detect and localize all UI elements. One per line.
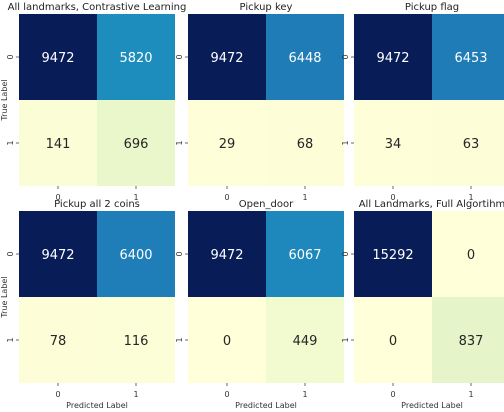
cell-value-label: 116 xyxy=(124,334,149,349)
heatmap-cell xyxy=(266,14,344,100)
x-tick-label: 1 xyxy=(302,193,307,202)
y-tick-label: 1 xyxy=(6,337,15,342)
cell-value-label: 29 xyxy=(219,137,236,152)
y-tick-label: 0 xyxy=(6,251,15,256)
heatmap-panel-1: All landmarks, Contrastive Learning 9472 5… xyxy=(0,2,186,202)
heatmap-cell xyxy=(354,211,432,297)
heatmap-cell xyxy=(97,14,175,100)
heatmap-cell xyxy=(432,14,504,100)
cell-value-label: 63 xyxy=(463,137,480,152)
cell-value-label: 68 xyxy=(297,137,314,152)
x-axis-label: Predicted Label xyxy=(66,401,128,410)
heatmap-cell xyxy=(188,211,266,297)
heatmap-cell xyxy=(188,297,266,383)
heatmap-cell xyxy=(188,100,266,186)
heatmap-cell xyxy=(19,100,97,186)
x-axis-label: Predicted Label xyxy=(401,401,463,410)
panel-title: Open_door xyxy=(239,199,294,210)
panel-title: Pickup all 2 coins xyxy=(54,199,140,210)
cell-value-label: 9472 xyxy=(376,51,409,66)
heatmap-panel-4: Pickup all 2 coins 9472 6400 78 116 0 1 0 1 True … xyxy=(0,199,175,410)
heatmap-cell xyxy=(266,297,344,383)
x-tick-label: 0 xyxy=(224,193,229,202)
y-tick-label: 0 xyxy=(341,251,350,256)
heatmap-cell xyxy=(354,297,432,383)
heatmap-cell xyxy=(266,211,344,297)
heatmap-cell xyxy=(97,297,175,383)
heatmap-panel-6: All Landmarks, Full Algortihm 15292 0 0 837 0… xyxy=(341,199,504,410)
panel-title: All Landmarks, Full Algortihm xyxy=(359,199,504,210)
cell-value-label: 78 xyxy=(50,334,67,349)
heatmap-panel-5: Open_door 9472 6067 0 449 0 1 0 1 Predicted Label xyxy=(175,199,344,410)
heatmap-cell xyxy=(19,297,97,383)
heatmap-cell xyxy=(354,14,432,100)
heatmap-cell xyxy=(266,100,344,186)
y-tick-label: 1 xyxy=(341,337,350,342)
y-axis-label: True Label xyxy=(0,276,9,318)
cell-value-label: 34 xyxy=(385,137,402,152)
x-tick-label: 1 xyxy=(468,390,473,399)
cell-value-label: 837 xyxy=(459,334,484,349)
y-tick-label: 1 xyxy=(175,337,184,342)
cell-value-label: 9472 xyxy=(41,248,74,263)
panel-title: Pickup key xyxy=(240,2,293,13)
x-tick-label: 0 xyxy=(55,193,60,202)
cell-value-label: 696 xyxy=(124,137,149,152)
heatmap-panel-3: Pickup flag 9472 6453 34 63 0 1 0 1 xyxy=(341,2,504,202)
cell-value-label: 0 xyxy=(467,248,475,263)
x-tick-label: 0 xyxy=(55,390,60,399)
cell-value-label: 5820 xyxy=(119,51,152,66)
heatmap-cell xyxy=(432,211,504,297)
x-tick-label: 1 xyxy=(133,390,138,399)
x-axis-label: Predicted Label xyxy=(235,401,297,410)
y-tick-label: 1 xyxy=(6,140,15,145)
y-tick-label: 0 xyxy=(341,54,350,59)
y-tick-label: 0 xyxy=(175,54,184,59)
cell-value-label: 141 xyxy=(46,137,71,152)
cell-value-label: 6400 xyxy=(119,248,152,263)
x-tick-label: 0 xyxy=(224,390,229,399)
cell-value-label: 449 xyxy=(293,334,318,349)
heatmap-panel-2: Pickup key 9472 6448 29 68 0 1 0 1 xyxy=(175,2,344,202)
cell-value-label: 9472 xyxy=(210,248,243,263)
cell-value-label: 9472 xyxy=(210,51,243,66)
y-tick-label: 1 xyxy=(341,140,350,145)
y-tick-label: 0 xyxy=(6,54,15,59)
heatmap-cell xyxy=(97,211,175,297)
y-tick-label: 0 xyxy=(175,251,184,256)
x-tick-label: 1 xyxy=(133,193,138,202)
panel-title: Pickup flag xyxy=(405,2,459,13)
heatmap-cell xyxy=(354,100,432,186)
heatmap-cell xyxy=(188,14,266,100)
cell-value-label: 6067 xyxy=(288,248,321,263)
panel-title: All landmarks, Contrastive Learning xyxy=(8,2,187,13)
heatmap-cell xyxy=(432,100,504,186)
cell-value-label: 6453 xyxy=(454,51,487,66)
x-tick-label: 1 xyxy=(302,390,307,399)
cell-value-label: 15292 xyxy=(372,248,413,263)
cell-value-label: 0 xyxy=(389,334,397,349)
cell-value-label: 6448 xyxy=(288,51,321,66)
heatmap-cell xyxy=(97,100,175,186)
x-tick-label: 1 xyxy=(468,193,473,202)
y-tick-label: 1 xyxy=(175,140,184,145)
y-axis-label: True Label xyxy=(0,79,9,121)
x-tick-label: 0 xyxy=(390,193,395,202)
cell-value-label: 9472 xyxy=(41,51,74,66)
x-tick-label: 0 xyxy=(390,390,395,399)
heatmap-cell xyxy=(432,297,504,383)
heatmap-cell xyxy=(19,14,97,100)
heatmap-cell xyxy=(19,211,97,297)
cell-value-label: 0 xyxy=(223,334,231,349)
